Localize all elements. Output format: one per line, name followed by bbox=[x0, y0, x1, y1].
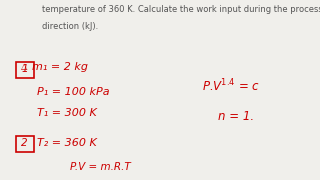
Text: n = 1.: n = 1. bbox=[218, 111, 254, 123]
Text: T₁ = 300 K: T₁ = 300 K bbox=[37, 108, 97, 118]
Text: m₁ = 2 kg: m₁ = 2 kg bbox=[32, 62, 88, 72]
Text: T₂ = 360 K: T₂ = 360 K bbox=[37, 138, 97, 148]
Text: △: △ bbox=[21, 62, 27, 71]
Text: P₁ = 100 kPa: P₁ = 100 kPa bbox=[37, 87, 109, 97]
Text: P.V$^{1.4}$ = c: P.V$^{1.4}$ = c bbox=[202, 78, 260, 95]
Text: 1: 1 bbox=[21, 64, 28, 74]
Text: direction (kJ).: direction (kJ). bbox=[42, 22, 98, 31]
Text: temperature of 360 K. Calculate the work input during the process: temperature of 360 K. Calculate the work… bbox=[42, 5, 320, 14]
Text: 2: 2 bbox=[21, 138, 28, 148]
Text: P.V = m.R.T: P.V = m.R.T bbox=[70, 162, 131, 172]
